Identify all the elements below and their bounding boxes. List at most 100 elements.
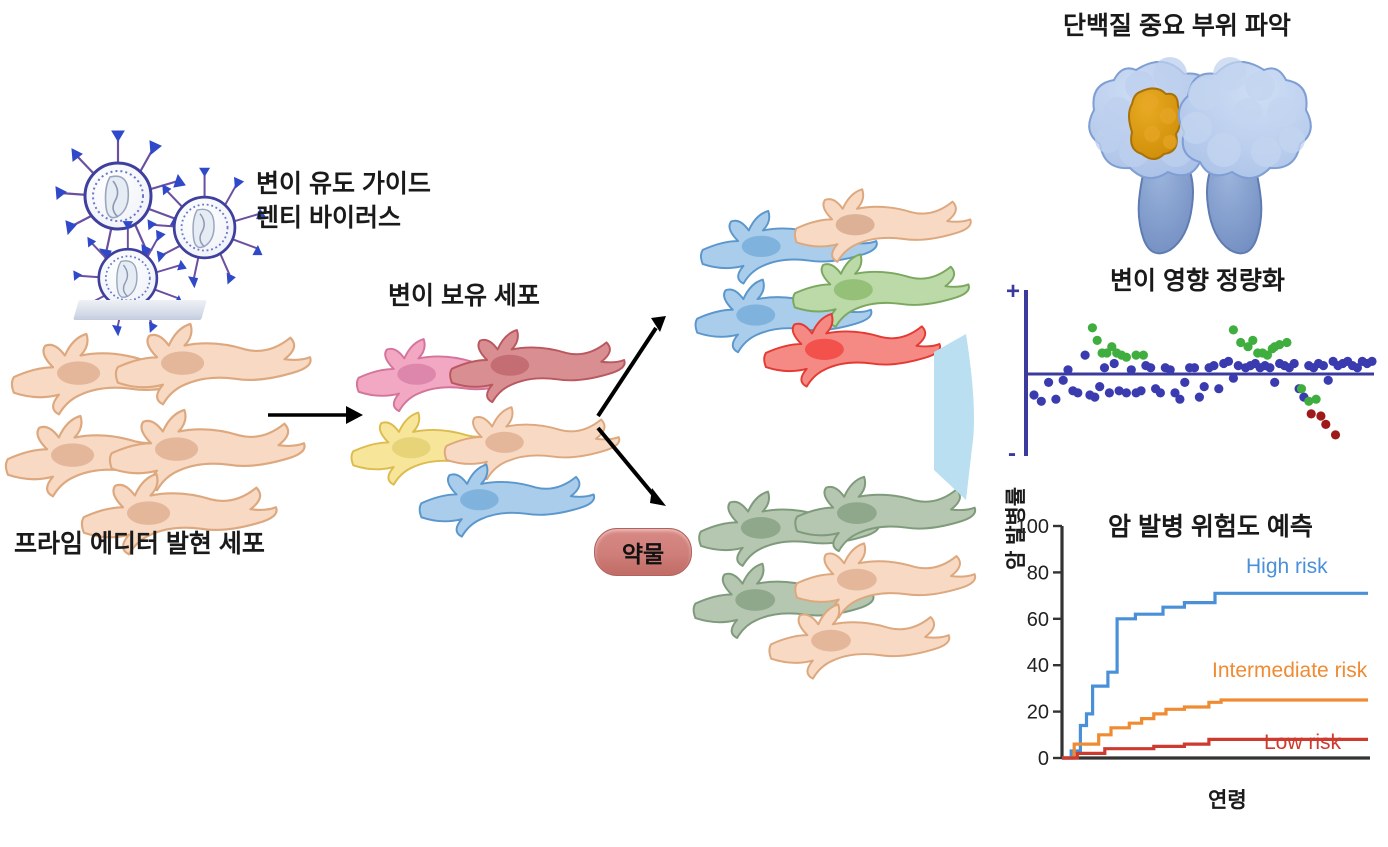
scatter-point (1304, 396, 1314, 406)
scatter-point (1073, 388, 1083, 398)
drug-label: 약물 (621, 541, 665, 567)
scatter-point (1330, 430, 1341, 440)
scatter-point (1114, 386, 1124, 396)
scatter-point (1090, 392, 1100, 402)
scatter-point (1296, 384, 1307, 394)
scatter-panel-title: 변이 영향 정량화 (1110, 267, 1285, 295)
scatter-point (1080, 350, 1090, 360)
scatter-point (1121, 388, 1131, 398)
legend-low-risk: Low risk (1264, 731, 1342, 754)
protein-panel-title: 단백질 중요 부위 파악 (1063, 12, 1291, 40)
scatter-point (1275, 340, 1285, 350)
scatter-point (1282, 337, 1292, 348)
treated-cell-cluster-bottom (692, 475, 977, 680)
scatter-point (1138, 350, 1148, 360)
scatter-point (1236, 337, 1246, 348)
risk-y-tick-label: 40 (1027, 655, 1049, 677)
scatter-axis-minus-label: - (1008, 440, 1016, 467)
scatter-point (1121, 352, 1131, 362)
scatter-point (1233, 361, 1243, 371)
scatter-point (1087, 323, 1097, 333)
scatter-point (1323, 375, 1333, 385)
scatter-point-group (1029, 323, 1377, 440)
scatter-point (1311, 394, 1321, 404)
variant-effect-scatter-chart (1024, 290, 1377, 456)
scatter-point (1036, 396, 1046, 406)
culture-slide (73, 300, 207, 320)
scatter-point (1029, 390, 1039, 400)
scatter-point (1170, 388, 1180, 398)
scatter-point (1228, 325, 1238, 335)
risk-y-tick-label: 100 (1016, 516, 1049, 538)
virus-particle-3 (73, 221, 187, 337)
funnel-arrow-icon (934, 334, 974, 500)
prime-editor-cells-label: 프라임 에디터 발현 세포 (14, 530, 265, 558)
mutation-cells-label: 변이 보유 세포 (388, 282, 540, 310)
scatter-point (1092, 335, 1102, 345)
protein-structure-diagram (1088, 57, 1312, 255)
scatter-point (1175, 394, 1185, 404)
risk-y-tick-label: 80 (1027, 562, 1049, 584)
scatter-point (1155, 388, 1165, 398)
scatter-point (1165, 365, 1175, 375)
risk-y-tick-label: 0 (1038, 748, 1049, 770)
scatter-point (1102, 348, 1112, 358)
legend-intermediate-risk: Intermediate risk (1212, 659, 1368, 682)
scatter-point (1199, 382, 1209, 392)
scatter-point (1367, 356, 1377, 366)
scatter-point (1209, 361, 1219, 371)
drug-button[interactable]: 약물 (594, 528, 692, 576)
risk-y-tick-label: 20 (1027, 702, 1049, 724)
scatter-point (1214, 384, 1224, 394)
scatter-point (1131, 350, 1141, 360)
scatter-point (1321, 419, 1331, 429)
scatter-point (1126, 365, 1136, 375)
scatter-point (1051, 394, 1061, 404)
scatter-point (1289, 358, 1299, 369)
scatter-point (1146, 363, 1156, 373)
scatter-point (1243, 342, 1253, 352)
scatter-point (1248, 335, 1258, 345)
risk-panel-title: 암 발병 위험도 예측 (1108, 513, 1313, 541)
virus-particle-1 (55, 130, 186, 264)
scatter-point (1189, 363, 1200, 373)
scatter-point (1044, 377, 1054, 387)
risk-curve (1062, 698, 1368, 760)
risk-curve (1062, 591, 1368, 760)
scatter-point (1316, 411, 1326, 421)
scatter-point (1228, 373, 1238, 383)
scatter-point (1223, 356, 1234, 366)
scatter-point (1095, 382, 1105, 392)
treated-cell-cluster-top (694, 188, 972, 388)
prime-editor-cell-cluster (4, 322, 312, 556)
risk-tick-group: 0 20 40 60 80 100 (1016, 516, 1062, 770)
legend-high-risk: High risk (1246, 555, 1328, 578)
scatter-point (1058, 375, 1068, 385)
scatter-point (1104, 388, 1114, 398)
scatter-point (1262, 350, 1272, 360)
transduction-arrow-icon (268, 406, 363, 424)
protein-right-arm (1177, 57, 1312, 179)
scatter-axis-plus-label: + (1006, 278, 1021, 305)
risk-curve-group (1062, 591, 1368, 760)
risk-y-tick-label: 60 (1027, 609, 1049, 631)
scatter-point (1136, 386, 1146, 396)
scatter-point (1180, 377, 1190, 387)
scatter-point (1318, 361, 1328, 371)
virus-particle-2 (147, 167, 267, 289)
branch-arrows-icon (596, 316, 666, 506)
scatter-point (1306, 409, 1316, 419)
mutation-cell-cluster (350, 329, 626, 538)
scatter-point (1265, 363, 1275, 373)
scatter-point (1270, 377, 1280, 387)
lentivirus-group (55, 130, 267, 337)
scatter-point (1099, 363, 1110, 373)
scatter-point (1109, 358, 1119, 369)
scatter-point (1194, 392, 1204, 402)
scatter-point (1352, 363, 1362, 373)
risk-x-axis-label: 연령 (1208, 789, 1247, 812)
cancer-risk-chart: 0 20 40 60 80 100 (1016, 516, 1370, 770)
lentivirus-label: 변이 유도 가이드 렌티 바이러스 (256, 170, 431, 232)
risk-curve (1062, 737, 1368, 760)
